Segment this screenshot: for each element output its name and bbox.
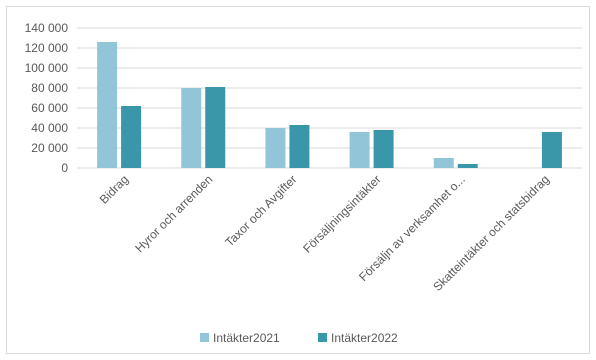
y-tick-label: 20 000	[31, 141, 68, 155]
x-category-label: Försäljningsintäkter	[300, 172, 383, 255]
y-tick-label: 80 000	[31, 81, 68, 95]
y-axis-ticks: 0 20 000 40 000 60 000 80 000 100 000 120 000 1…	[25, 21, 69, 175]
bar-series2	[289, 125, 310, 168]
x-category-label: Hyror och arrenden	[132, 172, 215, 255]
gridlines	[77, 27, 582, 169]
bar-series1	[265, 128, 286, 168]
y-tick-label: 0	[61, 161, 68, 175]
bar-series2	[541, 132, 562, 168]
bar-series1	[349, 132, 370, 168]
y-tick-label: 120 000	[25, 41, 69, 55]
y-tick-label: 60 000	[31, 101, 68, 115]
bars	[97, 42, 562, 168]
bar-series2	[457, 164, 478, 168]
legend-swatch	[200, 333, 209, 342]
x-category-label: Taxor och Avgifter	[222, 172, 299, 249]
y-tick-label: 140 000	[25, 21, 69, 35]
bar-series1	[97, 42, 118, 168]
y-tick-label: 100 000	[25, 61, 69, 75]
bar-series2	[205, 87, 226, 168]
legend-label: Intäkter2022	[331, 331, 398, 345]
y-tick-label: 40 000	[31, 121, 68, 135]
legend-label: Intäkter2021	[213, 331, 280, 345]
bar-series1	[181, 88, 202, 168]
legend-swatch	[318, 333, 327, 342]
bar-series2	[373, 130, 394, 168]
legend: Intäkter2021 Intäkter2022	[200, 331, 398, 345]
bar-series1	[433, 158, 454, 168]
x-axis-categories: Bidrag Hyror och arrenden Taxor och Avgift…	[97, 172, 552, 294]
bar-series2	[121, 106, 142, 168]
x-category-label: Bidrag	[97, 172, 131, 206]
